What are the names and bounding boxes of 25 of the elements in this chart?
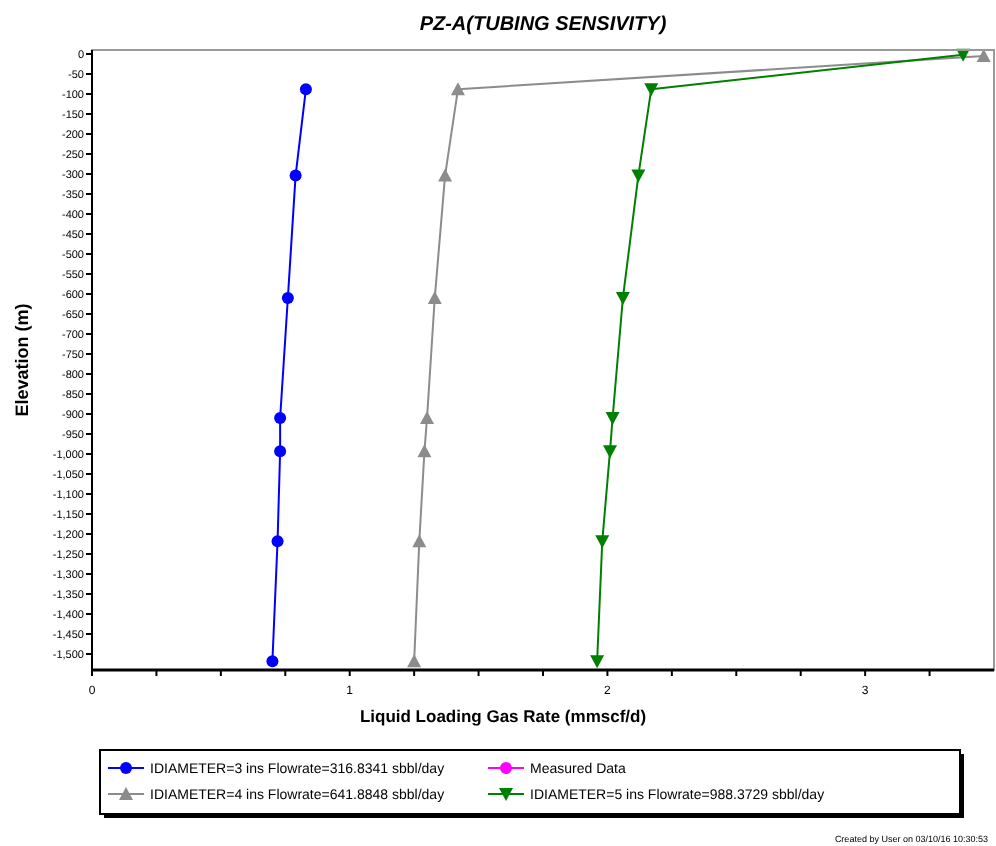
point [289, 169, 302, 182]
point [450, 82, 465, 96]
point [976, 49, 991, 62]
point [274, 445, 287, 458]
point [438, 168, 453, 182]
point [412, 534, 427, 548]
point [595, 535, 610, 549]
point [266, 655, 279, 668]
chart-title: PZ-A(TUBING SENSIVITY) [419, 14, 668, 36]
y-axis-title: Elevation (m) [12, 303, 32, 417]
point [274, 412, 287, 424]
point [281, 292, 294, 304]
point [420, 411, 435, 424]
point [417, 444, 432, 458]
point [427, 291, 442, 304]
point [631, 169, 646, 183]
point [407, 654, 422, 668]
point [605, 412, 620, 425]
point [590, 655, 605, 669]
point [299, 83, 312, 96]
point [271, 535, 284, 548]
x-axis-title: Liquid Loading Gas Rate (mmscf/d) [359, 706, 647, 726]
point [603, 445, 618, 459]
point [615, 292, 630, 305]
point [644, 83, 659, 97]
